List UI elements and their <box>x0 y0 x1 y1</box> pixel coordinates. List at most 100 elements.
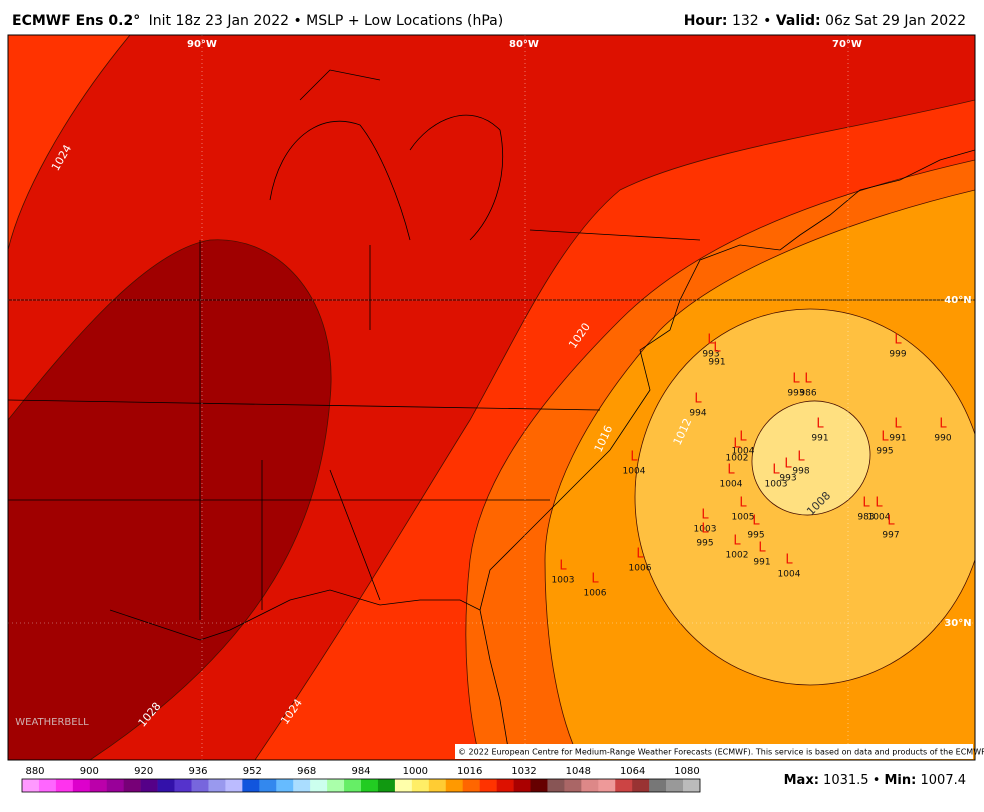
colorbar-cell <box>598 779 616 792</box>
low-symbol: L <box>733 534 741 549</box>
colorbar-cell <box>632 779 650 792</box>
colorbar-cell <box>293 779 311 792</box>
map: L993L991L999L993L986L994L991L991L990L995… <box>7 34 984 761</box>
low-value: 998 <box>792 467 809 477</box>
map-frame <box>7 34 976 761</box>
colorbar-cell <box>547 779 565 792</box>
colorbar-label: 1048 <box>566 766 591 777</box>
colorbar-cell <box>361 779 379 792</box>
low-symbol: L <box>733 437 741 452</box>
low-value: 995 <box>747 531 764 541</box>
low-value: 991 <box>811 434 828 444</box>
max-label: Max: <box>784 773 819 788</box>
colorbar-cell <box>615 779 633 792</box>
colorbar-label: 920 <box>134 766 153 777</box>
separator: • <box>873 773 881 788</box>
low-symbol: L <box>758 541 766 556</box>
colorbar-cell <box>276 779 294 792</box>
low-symbol: L <box>701 522 709 537</box>
title: ECMWF Ens 0.2° <box>12 13 140 29</box>
low-symbol: L <box>894 417 902 432</box>
low-symbol: L <box>772 463 780 478</box>
colorbar: 880 900 920 936 952 968 984 1000 1016 1032 1048 106… <box>21 766 701 793</box>
colorbar-cell <box>225 779 243 792</box>
low-value: 983 <box>857 513 874 523</box>
low-symbol: L <box>707 333 715 348</box>
colorbar-cell <box>106 779 124 792</box>
low-symbol: L <box>894 333 902 348</box>
colorbar-frame <box>21 778 701 793</box>
colorbar-cell <box>259 779 277 792</box>
min-label: Min: <box>885 773 917 788</box>
colorbar-cell <box>683 779 701 792</box>
low-symbol: L <box>862 496 870 511</box>
lat-label: 40°N <box>944 295 971 306</box>
zone-low <box>751 400 871 516</box>
colorbar-label: 984 <box>351 766 370 777</box>
low-value: 1004 <box>778 570 801 580</box>
low-symbol: L <box>591 572 599 587</box>
low-value: 1002 <box>726 551 749 561</box>
low-symbol: L <box>694 392 702 407</box>
colorbar-cell <box>564 779 582 792</box>
low-value: 991 <box>753 558 770 568</box>
low-symbol: L <box>887 514 895 529</box>
coord-labels: 90°W 80°W 70°W 40°N 30°N <box>187 39 972 629</box>
low-value: 986 <box>799 389 816 399</box>
colorbar-cell <box>38 779 57 792</box>
low-symbol: L <box>784 457 792 472</box>
low-value: 999 <box>889 350 906 360</box>
low-value: 991 <box>708 358 725 368</box>
colorbar-cell <box>55 779 74 792</box>
low-value: 1002 <box>726 454 749 464</box>
colorbar-cell <box>140 779 158 792</box>
low-symbol: L <box>939 417 947 432</box>
low-value: 997 <box>882 531 899 541</box>
colorbar-label: 1016 <box>457 766 482 777</box>
low-value: 993 <box>702 350 719 360</box>
separator: • <box>763 13 771 29</box>
colorbar-label: 968 <box>297 766 316 777</box>
low-symbol: L <box>797 450 805 465</box>
colorbar-cell <box>72 779 91 792</box>
low-value: 991 <box>889 434 906 444</box>
low-value: 995 <box>696 539 713 549</box>
colorbar-cell <box>242 779 260 792</box>
colorbar-cell <box>479 779 497 792</box>
colorbar-cell <box>666 779 684 792</box>
hour-label: Hour: <box>684 13 728 29</box>
low-symbol: L <box>559 559 567 574</box>
low-value: 1006 <box>629 564 652 574</box>
low-value: 1004 <box>623 467 646 477</box>
lon-label: 80°W <box>509 39 539 50</box>
valid-label: Valid: <box>776 13 821 29</box>
colorbar-cell <box>377 779 396 792</box>
colorbar-cell <box>310 779 328 792</box>
colorbar-label: 1032 <box>511 766 536 777</box>
low-symbol: L <box>752 514 760 529</box>
colorbar-cell <box>208 779 226 792</box>
low-symbol: L <box>739 430 747 445</box>
low-symbol: L <box>630 450 638 465</box>
valid: 06z Sat 29 Jan 2022 <box>825 13 966 29</box>
graticule <box>8 35 975 760</box>
subtitle: Init 18z 23 Jan 2022 • MSLP + Low Locati… <box>149 13 504 29</box>
low-value: 990 <box>934 434 951 444</box>
low-symbol: L <box>792 372 800 387</box>
low-value: 1004 <box>868 513 891 523</box>
low-value: 994 <box>689 409 706 419</box>
colorbar-label: 952 <box>243 766 262 777</box>
low-value: 1003 <box>552 576 575 586</box>
low-value: 1003 <box>765 480 788 490</box>
logo: WEATHERBELL <box>15 717 89 728</box>
colorbar-cell <box>327 779 345 792</box>
copyright: © 2022 European Centre for Medium-Range … <box>458 748 984 757</box>
lat-label: 30°N <box>944 618 971 629</box>
colorbar-cell <box>22 779 40 792</box>
colorbar-cell <box>428 779 447 792</box>
low-symbol: L <box>636 547 644 562</box>
colorbar-label: 1000 <box>403 766 428 777</box>
low-value: 1004 <box>732 447 755 457</box>
low-symbol: L <box>816 417 824 432</box>
low-symbol: L <box>785 553 793 568</box>
